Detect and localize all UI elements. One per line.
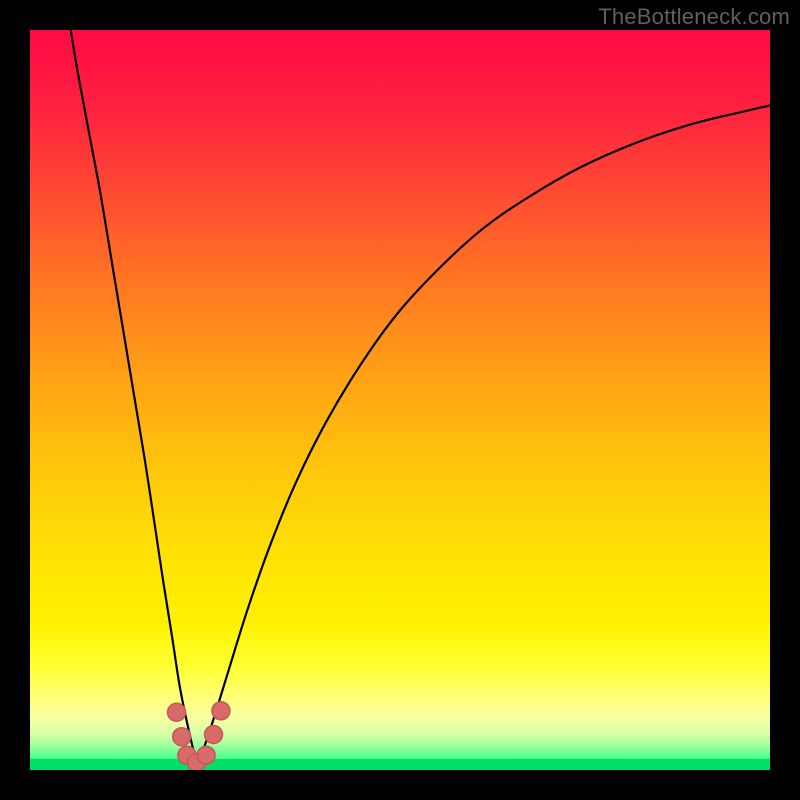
data-marker [212,702,230,720]
plot-area [30,30,770,770]
data-marker [173,728,191,746]
curve-right-branch [197,105,771,764]
data-marker [197,746,215,764]
watermark-text: TheBottleneck.com [598,4,790,30]
curve-left-branch [71,30,197,764]
chart-svg [30,30,770,770]
data-marker [205,725,223,743]
data-marker [168,703,186,721]
chart-frame: TheBottleneck.com [0,0,800,800]
